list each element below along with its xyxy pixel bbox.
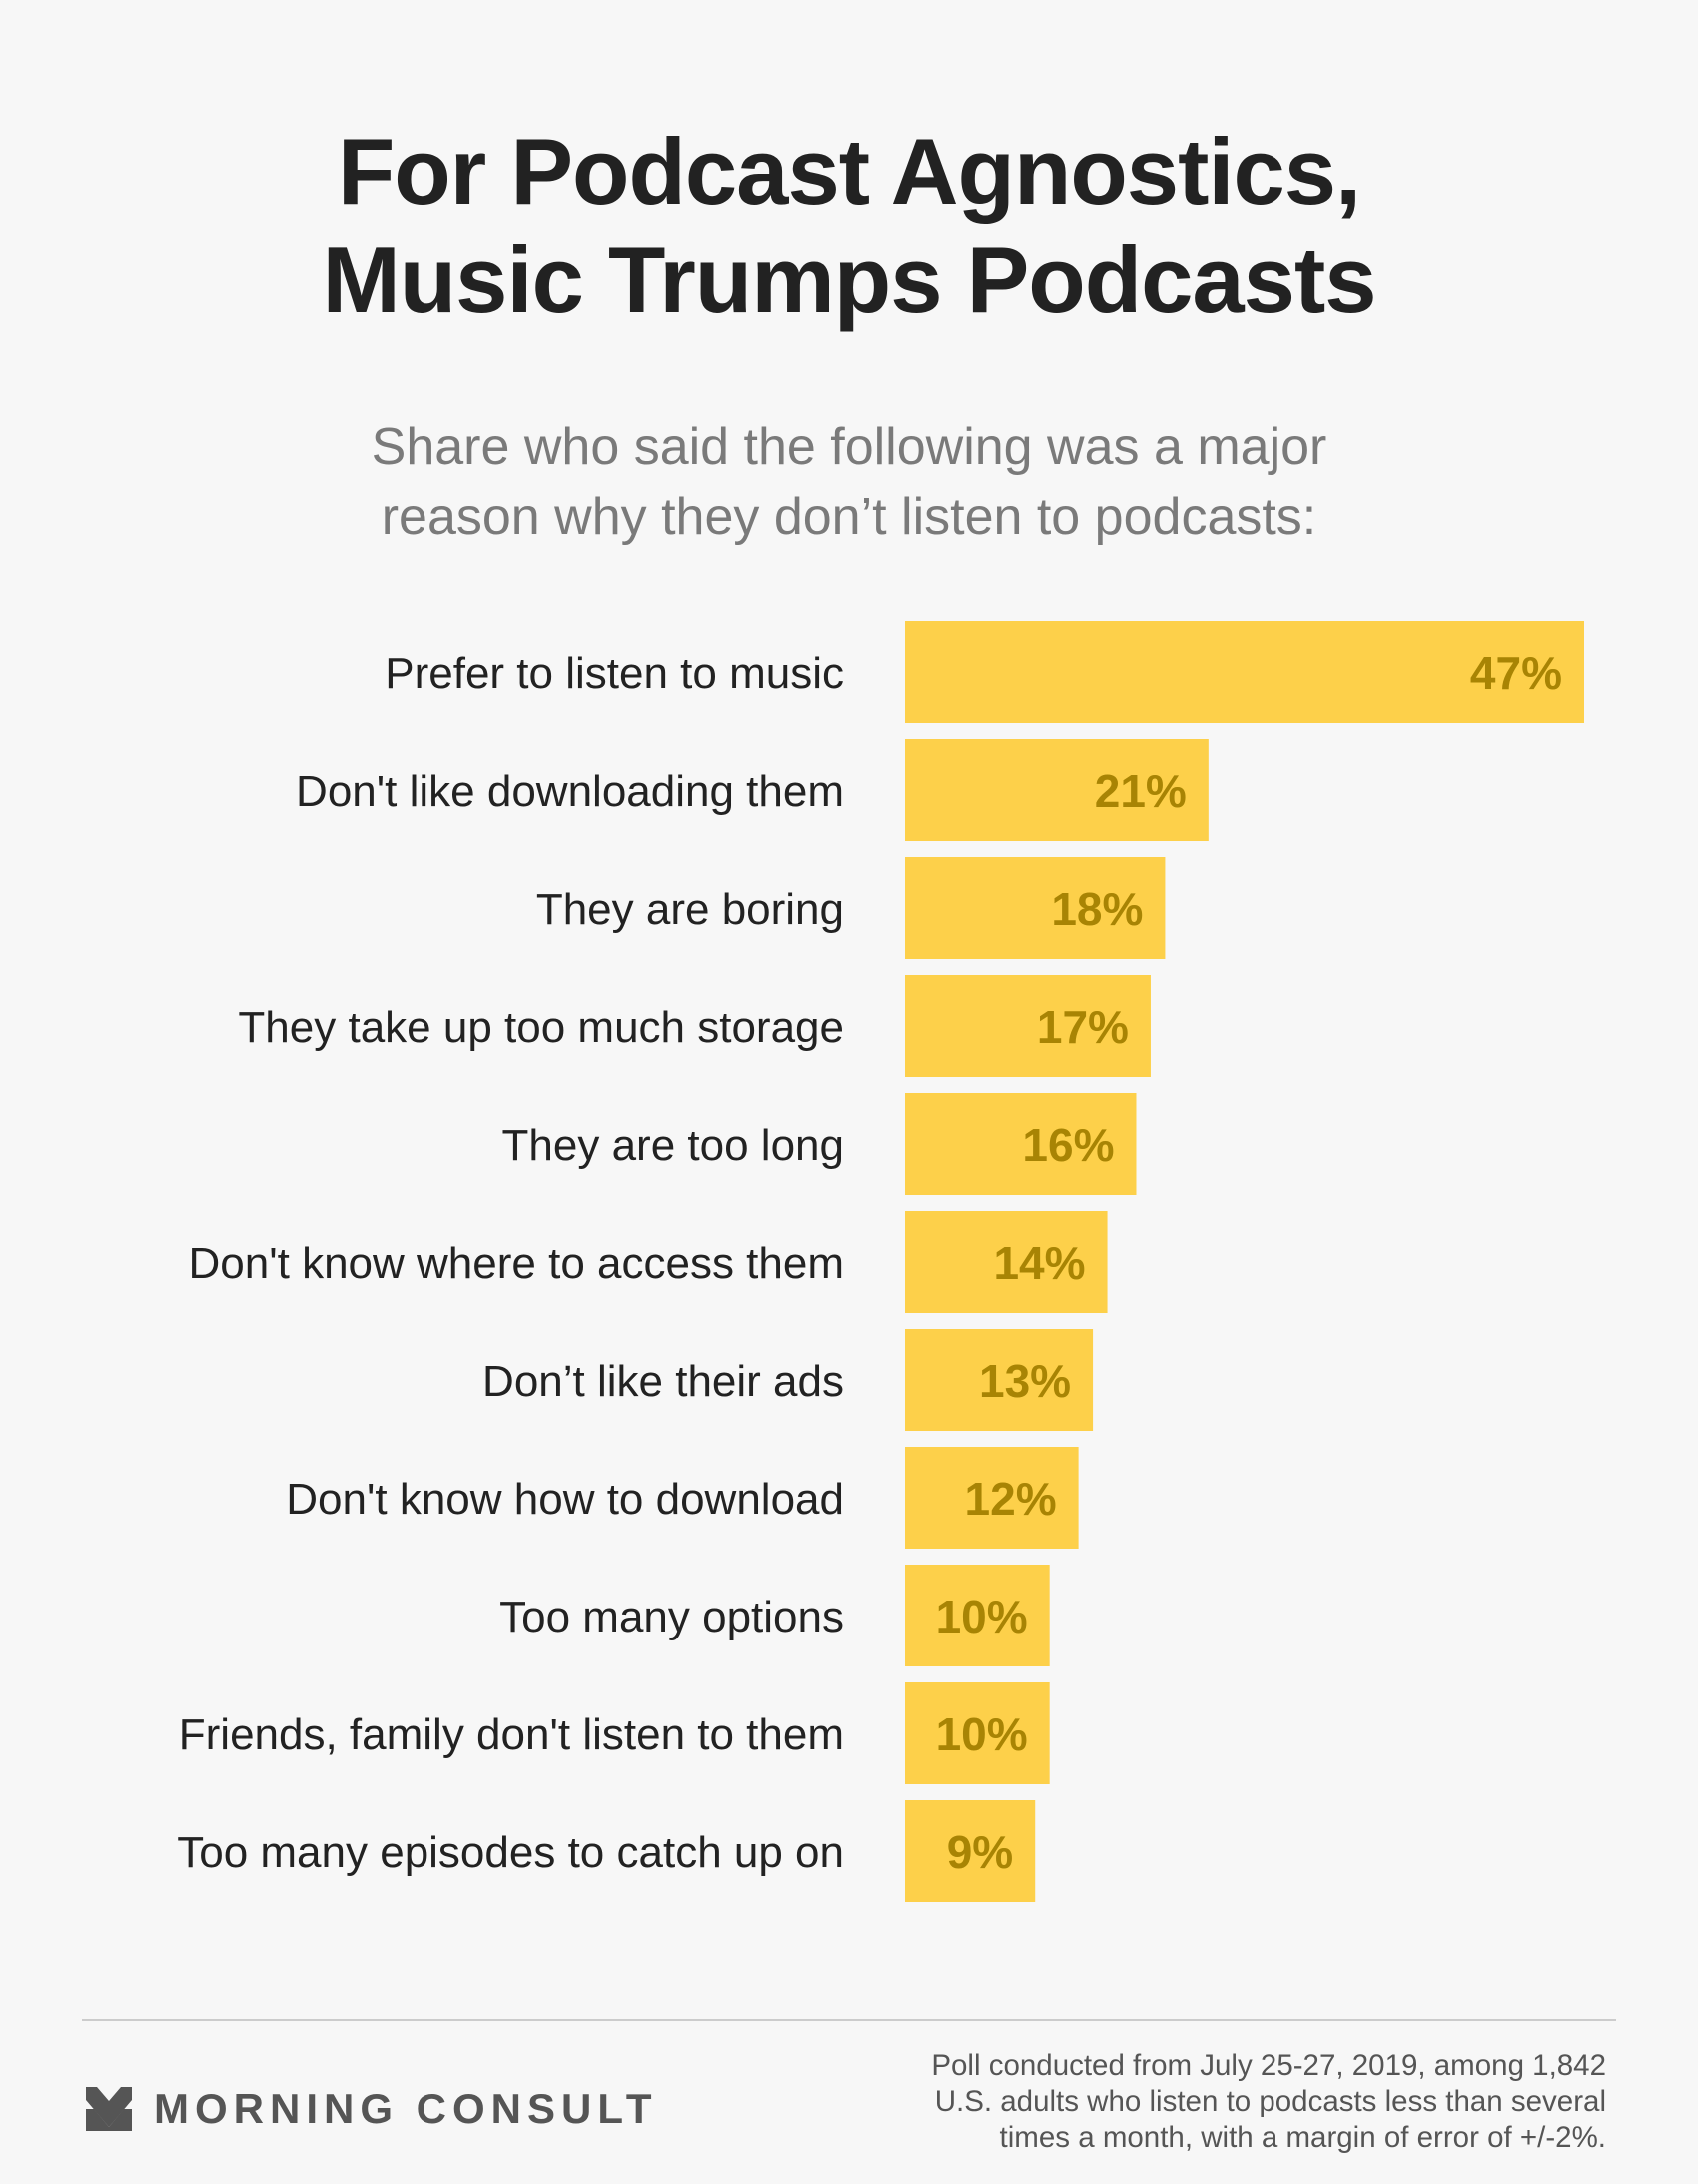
category-label: Prefer to listen to music xyxy=(385,649,844,698)
bar xyxy=(905,1211,1108,1313)
morning-consult-logo-icon xyxy=(86,2087,132,2131)
bar xyxy=(905,1800,1036,1902)
category-label: Don't know where to access them xyxy=(189,1239,844,1288)
bar xyxy=(905,1682,1050,1784)
data-label: 13% xyxy=(979,1355,1071,1407)
brand-name: MORNING CONSULT xyxy=(154,2085,658,2132)
methodology-note-line-2: U.S. adults who listen to podcasts less … xyxy=(934,2085,1606,2118)
data-label: 21% xyxy=(1095,765,1187,817)
bar xyxy=(905,1447,1079,1549)
bar xyxy=(905,1093,1137,1195)
category-label: Too many options xyxy=(499,1593,844,1641)
bar xyxy=(905,739,1209,841)
bar xyxy=(905,857,1166,959)
category-label: Don't know how to download xyxy=(286,1475,844,1524)
chart-title: For Podcast Agnostics, Music Trumps Podc… xyxy=(0,118,1698,334)
category-label: They are too long xyxy=(502,1121,844,1170)
data-label: 10% xyxy=(936,1708,1028,1760)
category-label: Don’t like their ads xyxy=(482,1357,844,1406)
category-label: Don't like downloading them xyxy=(296,767,844,816)
category-label: They are boring xyxy=(536,885,844,934)
methodology-note-line-1: Poll conducted from July 25-27, 2019, am… xyxy=(931,2049,1606,2082)
data-label: 18% xyxy=(1051,883,1143,935)
chart-subtitle: Share who said the following was a major… xyxy=(0,412,1698,551)
footer-divider xyxy=(82,2019,1616,2021)
data-label: 16% xyxy=(1022,1119,1114,1171)
data-label: 9% xyxy=(947,1826,1013,1878)
category-label: Friends, family don't listen to them xyxy=(179,1710,844,1759)
bar xyxy=(905,1565,1050,1666)
data-label: 17% xyxy=(1037,1001,1129,1053)
data-label: 10% xyxy=(936,1591,1028,1642)
methodology-note: Poll conducted from July 25-27, 2019, am… xyxy=(787,2048,1606,2156)
data-label: 14% xyxy=(993,1237,1085,1289)
data-label: 47% xyxy=(1470,647,1562,699)
chart-subtitle-line-2: reason why they don’t listen to podcasts… xyxy=(381,488,1317,546)
morning-consult-logo: MORNING CONSULT xyxy=(86,2084,658,2134)
bar-chart: Prefer to listen to music 47% Don't like d… xyxy=(177,621,1584,1902)
category-label: Too many episodes to catch up on xyxy=(177,1828,844,1877)
methodology-note-line-3: times a month, with a margin of error of… xyxy=(999,2121,1606,2154)
chart-title-line-2: Music Trumps Podcasts xyxy=(322,227,1376,332)
category-label: They take up too much storage xyxy=(238,1003,844,1052)
bar xyxy=(905,1329,1094,1431)
data-label: 12% xyxy=(965,1473,1057,1525)
bar xyxy=(905,621,1584,723)
chart-subtitle-line-1: Share who said the following was a major xyxy=(371,418,1327,476)
bar xyxy=(905,975,1151,1077)
chart-title-line-1: For Podcast Agnostics, xyxy=(337,119,1361,224)
